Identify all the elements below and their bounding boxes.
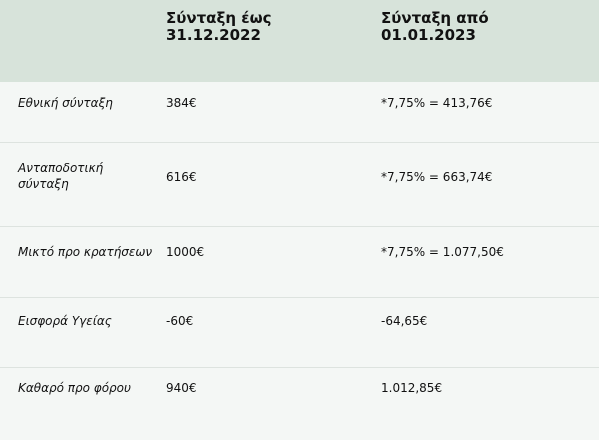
header-pension-until-2022: Σύνταξη έως 31.12.2022 <box>166 9 272 44</box>
row-label: Εισφορά Υγείας <box>18 314 112 328</box>
value-2022: -60€ <box>166 314 194 328</box>
value-2022: 384€ <box>166 96 197 110</box>
row-label: Ανταποδοτική σύνταξη <box>18 161 104 191</box>
value-2023: -64,65€ <box>381 314 428 328</box>
value-2023: *7,75% = 1.077,50€ <box>381 245 504 259</box>
value-2022: 1000€ <box>166 245 205 259</box>
row-label: Καθαρό προ φόρου <box>18 381 131 395</box>
table-row: Καθαρό προ φόρου 940€ 1.012,85€ <box>0 368 599 440</box>
value-2023: 1.012,85€ <box>381 381 443 395</box>
row-label: Μικτό προ κρατήσεων <box>18 245 153 259</box>
table-row: Ανταποδοτική σύνταξη 616€ *7,75% = 663,7… <box>0 143 599 227</box>
value-2023: *7,75% = 663,74€ <box>381 170 493 184</box>
header-pension-from-2023: Σύνταξη από 01.01.2023 <box>381 9 489 44</box>
table-row: Εισφορά Υγείας -60€ -64,65€ <box>0 298 599 368</box>
table-row: Εθνική σύνταξη 384€ *7,75% = 413,76€ <box>0 82 599 143</box>
value-2022: 940€ <box>166 381 197 395</box>
value-2022: 616€ <box>166 170 197 184</box>
table-header: Σύνταξη έως 31.12.2022 Σύνταξη από 01.01… <box>0 0 599 82</box>
row-label: Εθνική σύνταξη <box>18 96 113 110</box>
value-2023: *7,75% = 413,76€ <box>381 96 493 110</box>
table-row: Μικτό προ κρατήσεων 1000€ *7,75% = 1.077… <box>0 227 599 298</box>
